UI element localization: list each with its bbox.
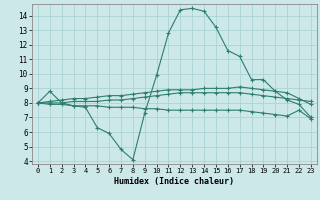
X-axis label: Humidex (Indice chaleur): Humidex (Indice chaleur)	[115, 177, 234, 186]
